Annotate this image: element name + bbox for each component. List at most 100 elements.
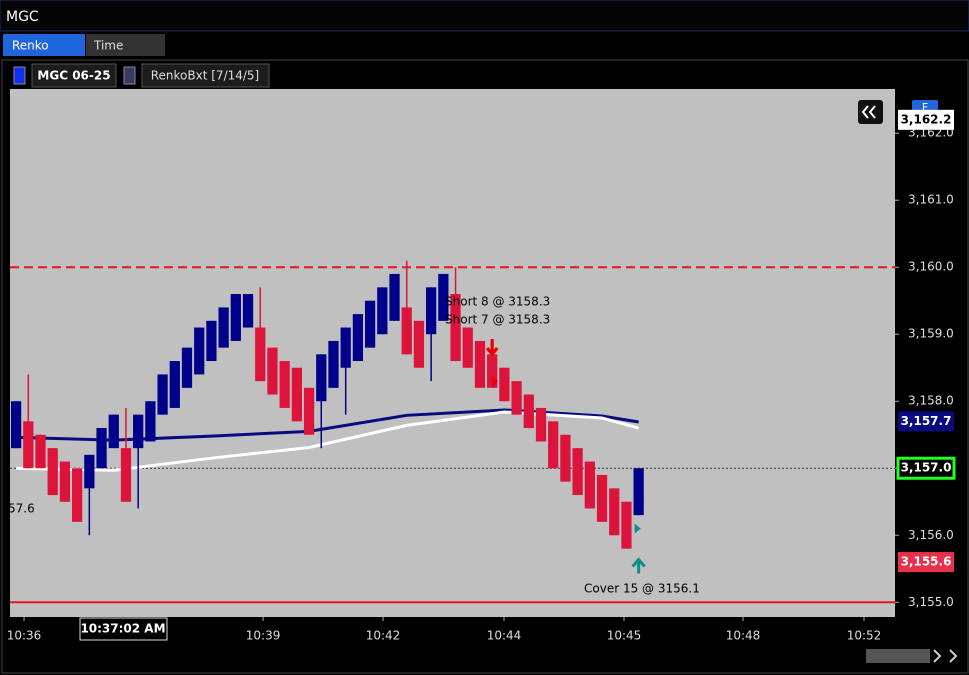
scroll-buttons[interactable] xyxy=(933,649,958,663)
candle-body xyxy=(328,340,339,388)
candle-body xyxy=(279,361,290,408)
candle-body xyxy=(438,273,449,321)
candle-body xyxy=(523,394,534,429)
candle-body xyxy=(218,307,229,348)
x-tick-label: 10:39 xyxy=(246,629,281,643)
candle-body xyxy=(303,387,315,435)
trade-arrow xyxy=(486,339,499,357)
candle-body xyxy=(291,367,302,422)
series-color[interactable] xyxy=(13,66,26,85)
candle-body xyxy=(413,320,425,368)
candle-body xyxy=(194,327,205,375)
y-tick-label: 3,160.0 xyxy=(908,260,954,274)
x-tick-label: 10:42 xyxy=(366,629,401,643)
candle-body xyxy=(572,448,583,496)
left-price-label: 57.6 xyxy=(8,502,35,516)
candle-body xyxy=(462,327,473,368)
price-badge xyxy=(896,456,956,480)
candle-body xyxy=(535,407,547,442)
candle-body xyxy=(23,421,34,469)
instrument-box[interactable] xyxy=(31,63,117,88)
price-badge-label: 3,155.6 xyxy=(901,555,952,569)
x-tick-label: 10:45 xyxy=(607,629,642,643)
candle-body xyxy=(560,434,571,482)
y-tick-label: 3,161.0 xyxy=(908,193,954,207)
price-badge xyxy=(898,109,954,130)
candle-body xyxy=(10,401,22,449)
instrument[interactable]: MGC 06-25 xyxy=(37,69,110,83)
x-tick-label: 10:48 xyxy=(726,629,761,643)
trade-arrow xyxy=(631,557,646,574)
candle-body xyxy=(621,501,632,549)
tab-renko[interactable] xyxy=(3,34,85,56)
candle-body xyxy=(72,468,83,522)
candle-body xyxy=(584,461,595,509)
indicator-box[interactable] xyxy=(141,63,270,88)
feed-label: F xyxy=(922,101,928,114)
moving-average xyxy=(16,408,639,442)
candle-body xyxy=(230,294,241,341)
trade-label: Cover 15 @ 3156.1 xyxy=(584,582,700,596)
trade-label: Short 8 @ 3158.3 xyxy=(445,295,550,309)
candle-body xyxy=(108,414,119,449)
candle-body xyxy=(487,354,498,388)
x-tick-label: 10:52 xyxy=(847,629,882,643)
candle-body xyxy=(96,428,107,469)
tab-label[interactable]: Renko xyxy=(12,39,49,53)
candle-body xyxy=(316,354,327,402)
x-tick-label: 10:44 xyxy=(487,629,522,643)
indicator[interactable]: RenkoBxt [7/14/5] xyxy=(151,69,260,83)
candle-body xyxy=(255,327,266,382)
trade-label: Short 7 @ 3158.3 xyxy=(445,313,550,327)
candle-body xyxy=(47,448,58,496)
candle-body xyxy=(35,434,46,469)
y-tick-label: 3,158.0 xyxy=(908,394,954,408)
candle-body xyxy=(633,468,644,516)
candle-body xyxy=(596,474,608,522)
candle-body xyxy=(609,488,620,536)
price-badge-label: 3,157.7 xyxy=(901,414,952,428)
indicator-color[interactable] xyxy=(123,66,136,85)
candle-body xyxy=(59,461,71,502)
candle-body xyxy=(267,347,278,395)
crosshair-time: 10:37:02 AM xyxy=(80,622,165,636)
scrollbar-thumb[interactable] xyxy=(866,649,930,663)
axes: 3,155.0 3,156.0 3,157.0 3,158.0 3,159.0 3,160… xyxy=(7,109,956,643)
crosshair-time-box xyxy=(79,617,168,641)
window-title: MGC xyxy=(6,9,39,25)
price-badge-label: 3,157.0 xyxy=(901,461,952,475)
candle-body xyxy=(181,347,193,388)
candle-body xyxy=(242,294,254,328)
candle-body xyxy=(511,381,522,415)
price-badge xyxy=(898,411,954,432)
candle-body xyxy=(377,287,388,335)
y-tick-label: 3,155.0 xyxy=(908,595,954,609)
candle-body xyxy=(426,287,437,335)
candle-body xyxy=(364,300,376,348)
y-tick-label: 3,159.0 xyxy=(908,327,954,341)
tab-time[interactable] xyxy=(86,34,165,56)
candle-body xyxy=(206,320,217,362)
candle-body xyxy=(169,361,180,408)
candle-body xyxy=(499,367,510,402)
candle-body xyxy=(401,307,412,355)
candle-body xyxy=(145,401,156,442)
trade-marker xyxy=(634,523,641,534)
trade-marker xyxy=(492,376,499,387)
tab-label[interactable]: Time xyxy=(93,39,123,53)
candle-body xyxy=(548,421,559,469)
candle-body xyxy=(450,294,461,362)
candle-body xyxy=(352,314,364,362)
y-tick-label: 3,156.0 xyxy=(908,528,954,542)
candle-body xyxy=(133,414,144,449)
collapse-icon[interactable] xyxy=(861,105,876,119)
candle-body xyxy=(84,454,95,489)
candle-body xyxy=(474,340,486,388)
candle-body xyxy=(389,273,400,321)
price-badge xyxy=(898,552,954,573)
x-tick-label: 10:36 xyxy=(7,629,42,643)
title-bar xyxy=(0,0,969,32)
price-badge-label: 3,162.2 xyxy=(901,112,952,126)
